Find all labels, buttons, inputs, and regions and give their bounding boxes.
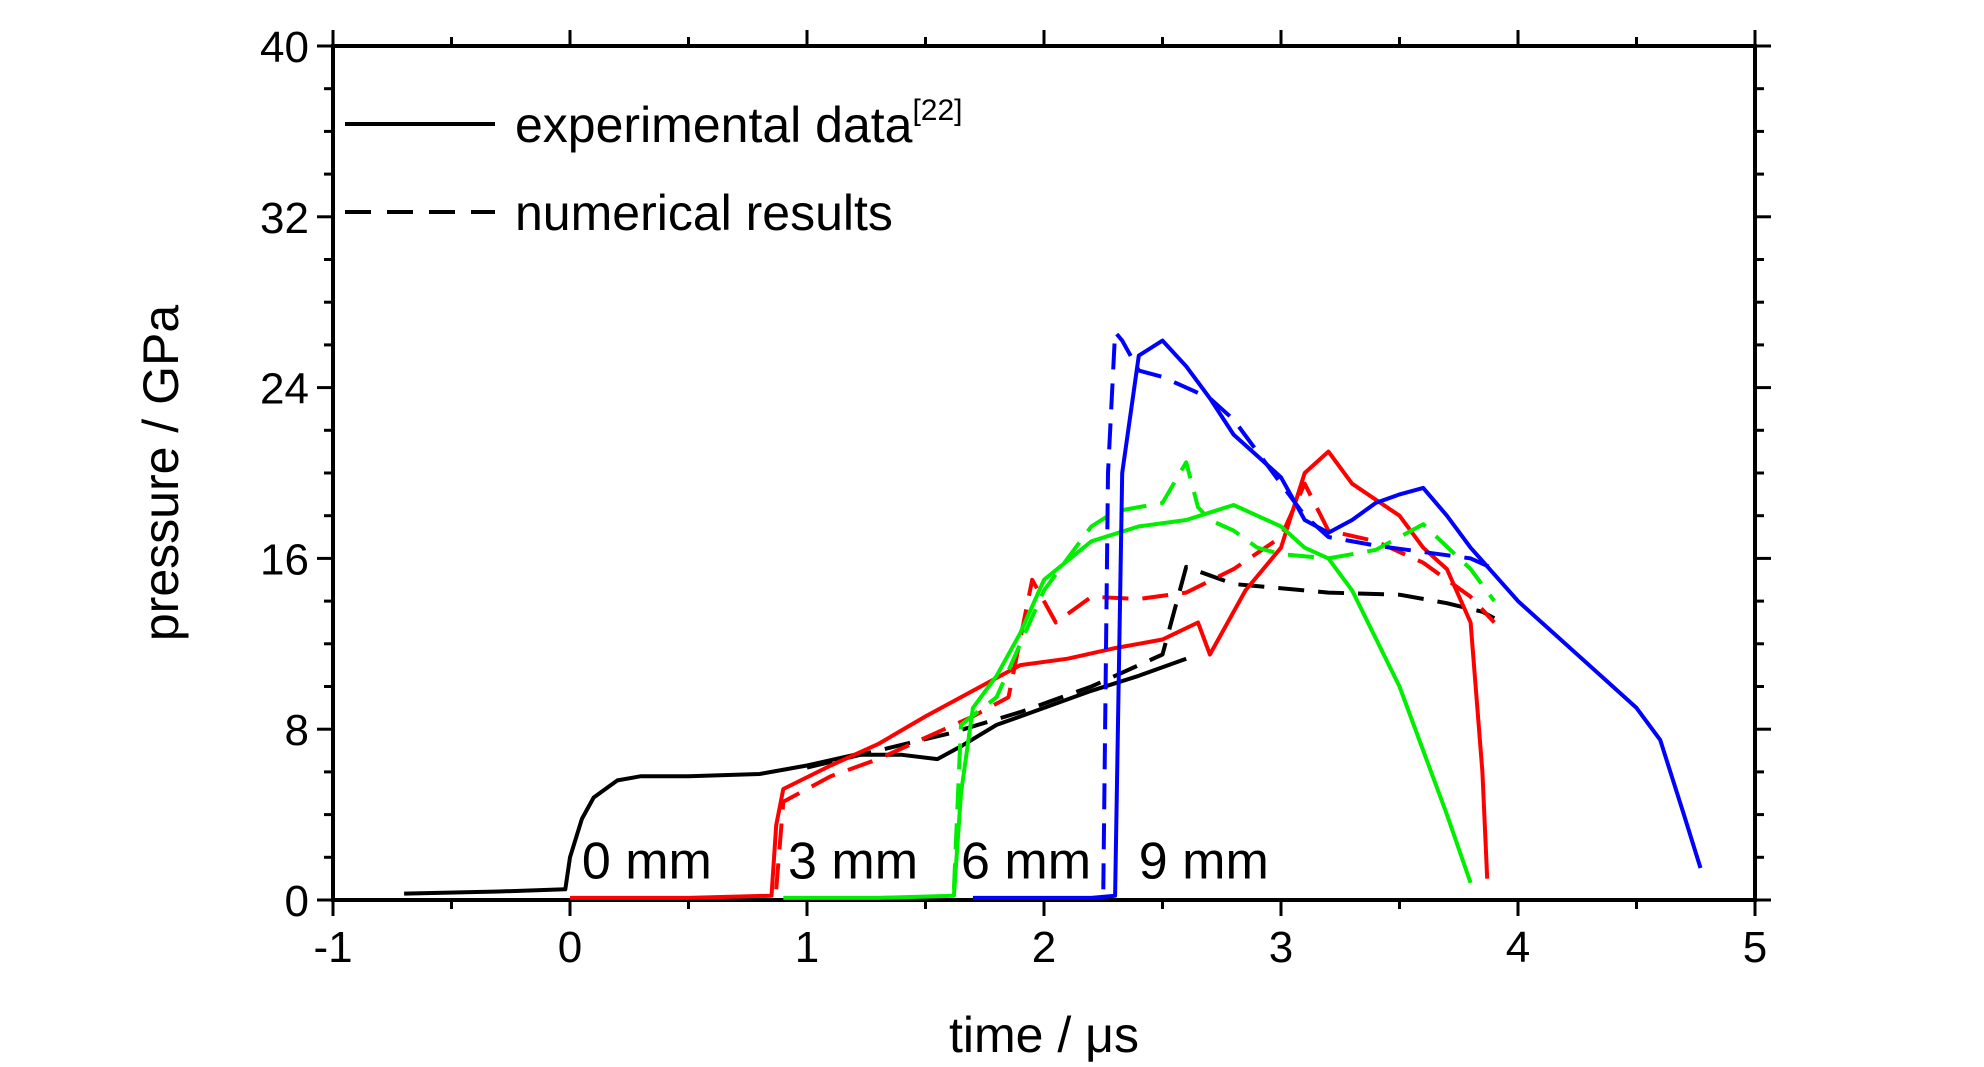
series-line-numerical-0mm	[806, 564, 1496, 770]
tick-marks	[317, 30, 1771, 916]
plot-frame	[331, 44, 1757, 902]
gauge-label: 3 mm	[788, 833, 918, 891]
legend: experimental data[22] numerical results	[345, 94, 963, 241]
gauge-label: 0 mm	[582, 833, 712, 891]
x-axis-title: time / μs	[949, 1007, 1139, 1062]
series-line-experimental-3mm	[570, 449, 1490, 900]
y-axis-title: pressure / GPa	[133, 305, 189, 641]
x-tick-label: 2	[1032, 923, 1056, 972]
series-line-numerical-3mm	[774, 481, 1496, 890]
legend-label-numerical: numerical results	[515, 185, 893, 241]
series-line-experimental-9mm	[972, 338, 1703, 900]
series-group	[404, 330, 1703, 900]
y-tick-label: 40	[260, 23, 309, 72]
series-line-experimental-6mm	[783, 503, 1473, 900]
x-tick-label: 5	[1743, 923, 1767, 972]
series-line-numerical-6mm	[951, 460, 1496, 890]
y-tick-label: 16	[260, 535, 309, 584]
series-line-experimental-0mm	[404, 656, 1187, 896]
y-tick-label: 0	[285, 877, 309, 926]
gauge-label: 9 mm	[1139, 833, 1269, 891]
legend-experimental-superscript: [22]	[912, 94, 962, 127]
legend-experimental-label: experimental data	[515, 97, 913, 153]
gauge-label: 6 mm	[961, 833, 1091, 891]
x-tick-label: 4	[1506, 923, 1530, 972]
series-line-numerical-9mm	[1101, 330, 1496, 890]
y-tick-label: 24	[260, 365, 309, 414]
y-tick-label: 32	[260, 194, 309, 243]
y-tick-label: 8	[285, 706, 309, 755]
x-tick-label: 3	[1269, 923, 1293, 972]
gauge-annotations: 0 mm 3 mm 6 mm 9 mm	[582, 833, 1269, 891]
legend-label-experimental: experimental data[22]	[515, 94, 963, 153]
x-tick-label: 1	[795, 923, 819, 972]
x-tick-label: -1	[313, 923, 352, 972]
x-tick-label: 0	[558, 923, 582, 972]
